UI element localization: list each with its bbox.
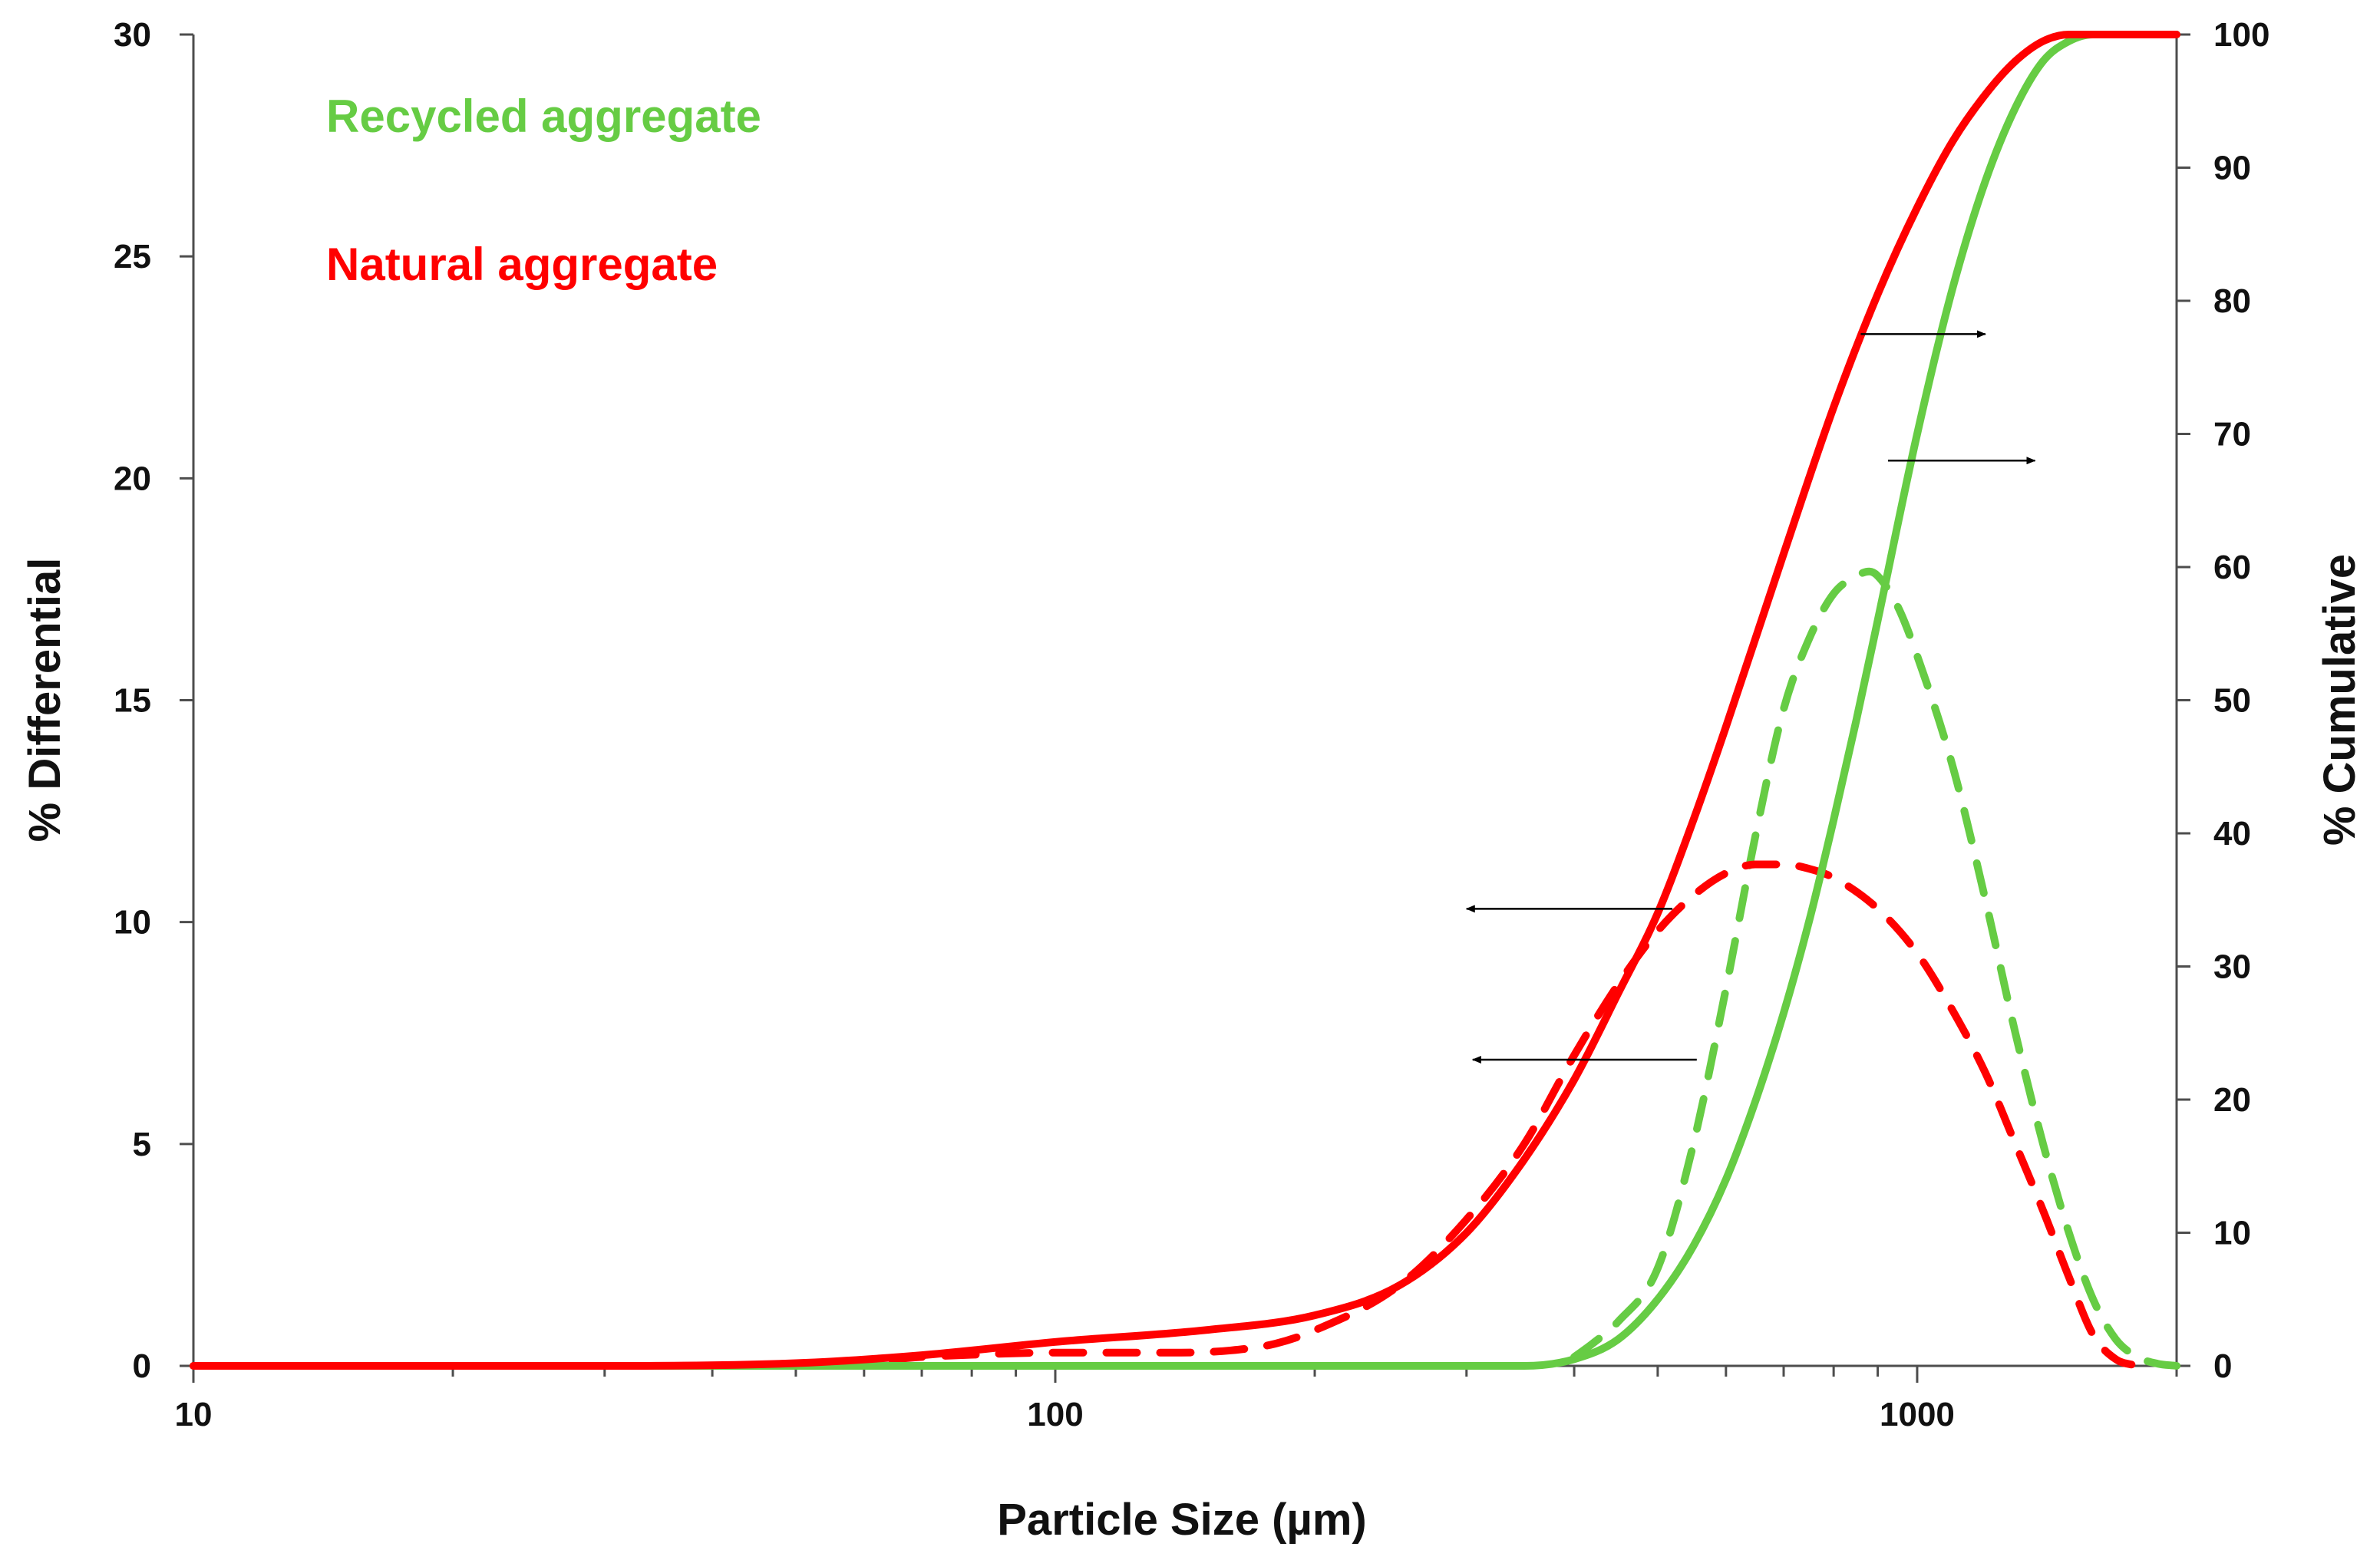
y-right-tick-label: 40 [2213, 815, 2251, 853]
legend-recycled-aggregate: Recycled aggregate [326, 91, 761, 142]
series-recycled-aggregate-differential [1570, 567, 2180, 1370]
y-axis-left-title: % Differential [20, 558, 70, 843]
ticks: 0 5 10 15 20 25 30 0 10 20 30 40 50 60 70 80 90 100 10 100 1… [114, 16, 2269, 1433]
y-left-tick-label: 0 [133, 1347, 151, 1385]
y-left-tick-label: 15 [114, 682, 151, 720]
y-right-tick-label: 60 [2213, 549, 2251, 586]
y-right-tick-label: 90 [2213, 150, 2251, 187]
series-natural-aggregate-cumulative [190, 30, 2180, 1370]
y-right-tick-label: 20 [2213, 1081, 2251, 1119]
y-right-tick-label: 0 [2213, 1347, 2232, 1385]
series-natural-aggregate-differential [190, 860, 2141, 1370]
x-tick-label: 100 [1027, 1396, 1083, 1433]
axes [192, 35, 2178, 1367]
y-left-tick-label: 30 [114, 16, 151, 54]
x-tick-label: 1000 [1880, 1396, 1955, 1433]
y-right-tick-label: 100 [2213, 16, 2269, 54]
y-right-tick-label: 70 [2213, 416, 2251, 453]
y-left-tick-label: 20 [114, 460, 151, 497]
legend-natural-aggregate: Natural aggregate [326, 239, 718, 290]
y-axis-right-title: % Cumulative [2315, 554, 2365, 846]
series-lines [190, 30, 2180, 1370]
annotations [1465, 330, 2036, 1064]
series-recycled-aggregate-cumulative [190, 30, 2180, 1370]
x-axis-title: Particle Size (µm) [997, 1495, 1366, 1545]
y-right-tick-label: 50 [2213, 682, 2251, 720]
y-right-tick-label: 30 [2213, 948, 2251, 986]
y-left-tick-label: 25 [114, 238, 151, 275]
x-tick-label: 10 [175, 1396, 213, 1433]
y-right-tick-label: 80 [2213, 282, 2251, 320]
y-left-tick-label: 5 [133, 1126, 151, 1163]
y-right-tick-label: 10 [2213, 1215, 2251, 1252]
y-left-tick-label: 10 [114, 904, 151, 942]
